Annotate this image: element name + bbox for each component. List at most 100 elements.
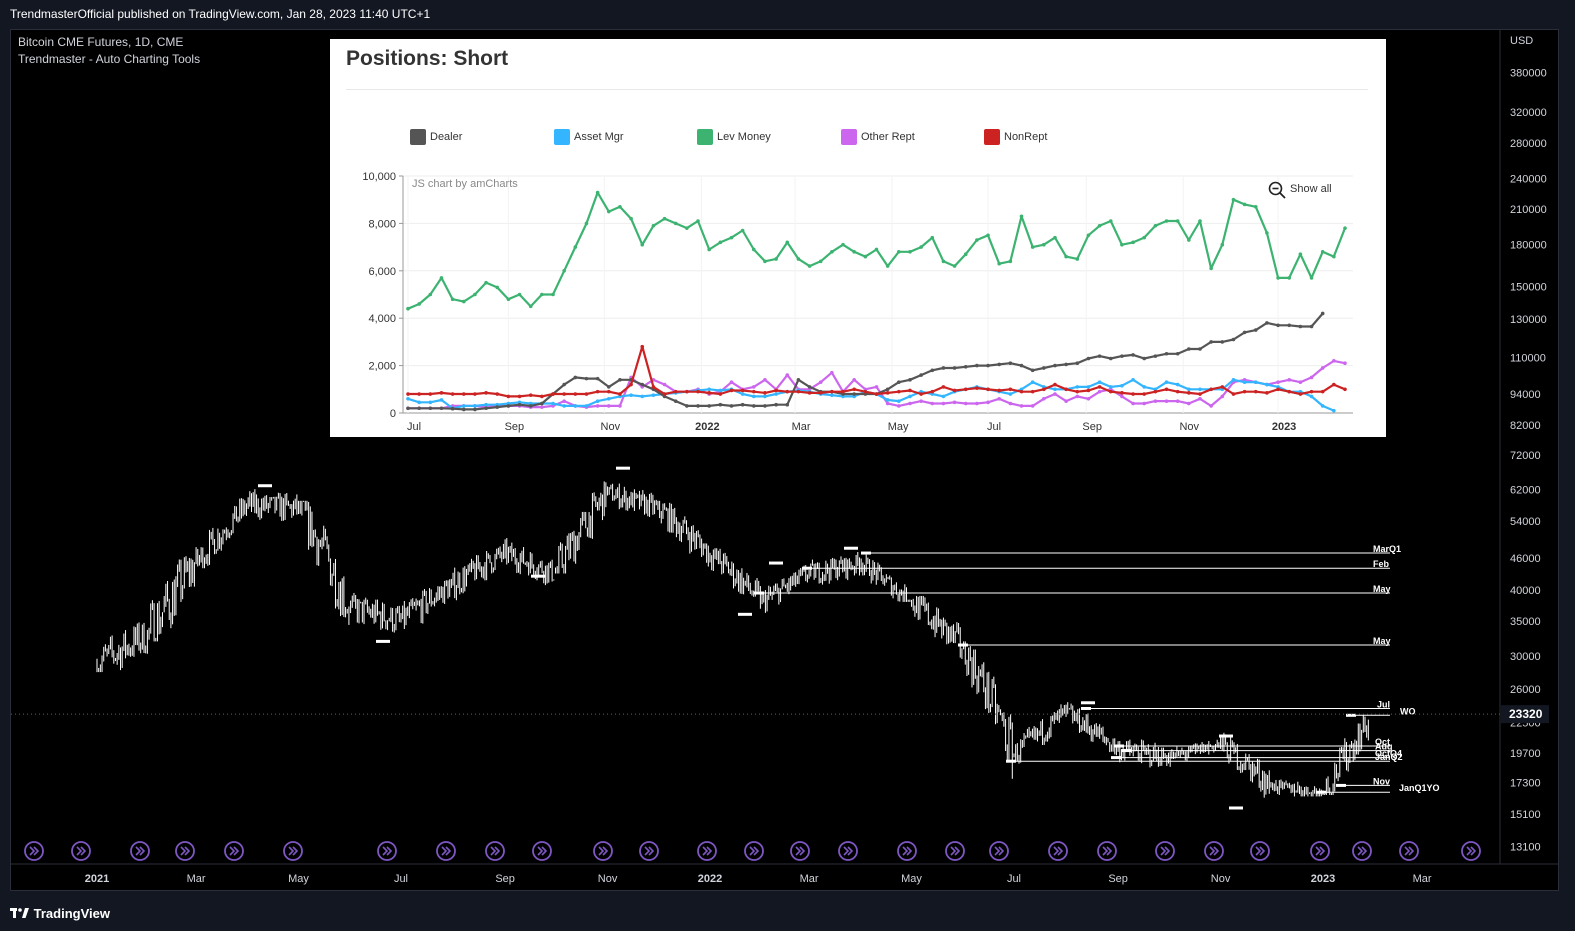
price-tick: 26000 (1510, 684, 1541, 696)
series-point (1097, 380, 1102, 384)
series-point (1309, 276, 1314, 280)
price-tick: 180000 (1510, 239, 1547, 251)
tradingview-logo[interactable]: TradingView (10, 906, 110, 921)
indicator-title[interactable]: Trendmaster - Auto Charting Tools (18, 52, 201, 66)
cycle-marker-icon[interactable] (224, 841, 244, 861)
cycle-marker-circle (1250, 841, 1270, 861)
series-point (941, 366, 946, 370)
cycle-marker-icon[interactable] (838, 841, 858, 861)
series-point (1053, 235, 1057, 240)
series-point (874, 392, 879, 396)
cycle-marker-icon[interactable] (1155, 841, 1175, 861)
series-point (1265, 231, 1269, 235)
cycle-marker-icon[interactable] (283, 841, 303, 861)
cycle-marker-icon[interactable] (377, 841, 397, 861)
cycle-marker-icon[interactable] (436, 841, 456, 861)
series-point (640, 344, 645, 349)
cycle-marker-icon[interactable] (1097, 841, 1117, 861)
cycle-marker-icon[interactable] (639, 841, 659, 861)
cycle-marker-icon[interactable] (945, 841, 965, 861)
series-point (975, 363, 979, 368)
series-point (774, 257, 778, 261)
cycle-marker-icon[interactable] (175, 841, 195, 861)
series-point (562, 382, 566, 387)
series-point (1030, 380, 1035, 384)
cycle-marker-circle (532, 841, 552, 861)
series-point (584, 404, 589, 408)
cycle-marker-icon[interactable] (1399, 841, 1419, 861)
symbol-title[interactable]: Bitcoin CME Futures, 1D, CME (18, 35, 184, 49)
series-point (1053, 392, 1057, 396)
series-point (406, 306, 410, 311)
cycle-marker-circle (639, 841, 659, 861)
cycle-marker-icon[interactable] (24, 841, 44, 861)
series-point (1187, 391, 1191, 395)
series-point (830, 370, 834, 375)
series-point (1019, 363, 1024, 368)
series-point (1008, 259, 1013, 264)
cycle-marker-icon[interactable] (1461, 841, 1481, 861)
series-point (1142, 235, 1147, 240)
cycle-marker-icon[interactable] (1204, 841, 1224, 861)
time-axis-panel[interactable] (11, 864, 1500, 890)
cycle-marker-icon[interactable] (897, 841, 917, 861)
series-point (573, 375, 578, 380)
series-point (685, 404, 689, 408)
series-point (506, 394, 511, 399)
inset-y-tick: 2,000 (368, 361, 396, 373)
cycle-marker-icon[interactable] (1048, 841, 1068, 861)
cycle-marker-arrow (76, 846, 87, 856)
series-point (1030, 368, 1035, 373)
series-point (584, 392, 589, 396)
series-point (1097, 389, 1102, 394)
price-tick: 380000 (1510, 68, 1547, 80)
series-point (1343, 361, 1347, 366)
series-point (986, 233, 990, 238)
cycle-marker-icon[interactable] (744, 841, 764, 861)
series-point (1265, 321, 1269, 325)
series-point (1198, 392, 1202, 396)
cycle-marker-arrow (702, 846, 713, 856)
series-point (461, 407, 466, 412)
cycle-marker-arrow (1160, 846, 1171, 856)
legend-label: Lev Money (717, 131, 771, 143)
series-point (930, 389, 935, 394)
series-point (428, 392, 433, 396)
series-point (1131, 378, 1135, 382)
cycle-marker-arrow (994, 846, 1005, 856)
cycle-marker-icon[interactable] (485, 841, 505, 861)
series-point (1209, 404, 1213, 408)
cycle-marker-icon[interactable] (790, 841, 810, 861)
cycle-marker-icon[interactable] (71, 841, 91, 861)
cycle-marker-icon[interactable] (593, 841, 613, 861)
cycle-marker-icon[interactable] (697, 841, 717, 861)
series-point (1231, 337, 1236, 342)
series-point (1097, 354, 1102, 358)
series-point (417, 302, 421, 306)
cycle-marker-icon[interactable] (532, 841, 552, 861)
series-point (1320, 366, 1325, 370)
cycle-marker-icon[interactable] (1310, 841, 1330, 861)
series-point (517, 402, 522, 407)
series-point (1164, 219, 1169, 223)
cycle-marker-circle (1048, 841, 1068, 861)
legend-label: NonRept (1004, 131, 1048, 143)
cycle-marker-arrow (1255, 846, 1266, 856)
level-label: WO (1400, 706, 1416, 716)
series-point (1231, 197, 1236, 202)
series-point (941, 259, 946, 264)
series-point (897, 389, 901, 394)
series-point (729, 380, 734, 384)
inset-y-tick: 10,000 (362, 171, 396, 183)
series-point (606, 389, 611, 394)
tradingview-brand: TradingView (33, 906, 110, 921)
cycle-marker-icon[interactable] (1250, 841, 1270, 861)
series-point (640, 394, 645, 399)
cycle-marker-icon[interactable] (1352, 841, 1372, 861)
amcharts-credit[interactable]: JS chart by amCharts (412, 178, 518, 190)
cycle-marker-icon[interactable] (989, 841, 1009, 861)
cycle-marker-icon[interactable] (130, 841, 150, 861)
series-point (997, 396, 1002, 401)
price-axis-panel[interactable] (1500, 30, 1558, 864)
